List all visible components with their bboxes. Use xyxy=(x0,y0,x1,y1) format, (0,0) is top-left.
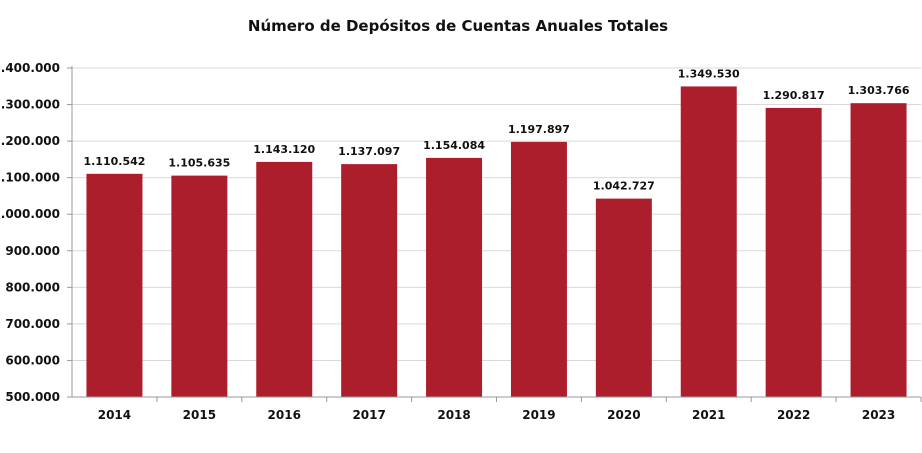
bar-2017 xyxy=(341,164,398,397)
y-tick-label: 900.000 xyxy=(5,244,60,258)
x-tick-label: 2019 xyxy=(522,408,555,422)
x-tick-label: 2014 xyxy=(98,408,131,422)
x-tick-label: 2018 xyxy=(437,408,470,422)
y-tick-label: 700.000 xyxy=(5,317,60,331)
data-label-2014: 1.110.542 xyxy=(83,155,145,168)
y-tick-label: 1.200.000 xyxy=(0,134,60,148)
bar-2015 xyxy=(171,175,228,397)
data-label-2019: 1.197.897 xyxy=(508,123,570,136)
y-tick-label: 600.000 xyxy=(5,353,60,367)
bar-2023 xyxy=(850,103,907,398)
y-tick-label: 1.000.000 xyxy=(0,207,60,221)
bar-2020 xyxy=(595,198,652,397)
data-label-2018: 1.154.084 xyxy=(423,139,485,152)
data-label-2017: 1.137.097 xyxy=(338,145,400,158)
x-tick-label: 2016 xyxy=(268,408,301,422)
x-tick-label: 2020 xyxy=(607,408,640,422)
bar-2014 xyxy=(86,173,143,397)
data-label-2021: 1.349.530 xyxy=(678,67,740,80)
y-tick-label: 1.300.000 xyxy=(0,98,60,112)
y-tick-label: 1.400.000 xyxy=(0,61,60,75)
x-tick-label: 2022 xyxy=(777,408,810,422)
data-label-2023: 1.303.766 xyxy=(848,84,910,97)
data-label-2022: 1.290.817 xyxy=(763,89,825,102)
bar-2018 xyxy=(426,157,483,397)
data-label-2016: 1.143.120 xyxy=(253,143,315,156)
data-label-2015: 1.105.635 xyxy=(168,157,230,170)
bar-2019 xyxy=(510,141,567,397)
bar-2022 xyxy=(765,107,822,398)
x-tick-label: 2017 xyxy=(352,408,385,422)
x-tick-label: 2015 xyxy=(183,408,216,422)
x-axis: 2014 2015 2016 2017 2018 2019 2020 2021 2022 2023 xyxy=(72,396,922,422)
data-label-2020: 1.042.727 xyxy=(593,180,655,193)
bar-2021 xyxy=(680,86,737,398)
bars: 1.110.542 1.105.635 1.143.120 1.137.097 1.15… xyxy=(83,67,910,398)
y-tick-label: 500.000 xyxy=(5,390,60,404)
y-tick-label: 1.100.000 xyxy=(0,171,60,185)
bar-2016 xyxy=(256,161,313,397)
y-tick-label: 800.000 xyxy=(5,280,60,294)
chart-title: Número de Depósitos de Cuentas Anuales T… xyxy=(248,17,668,35)
y-axis: 500.000 600.000 700.000 800.000 900.000 1.000… xyxy=(0,61,73,404)
x-tick-label: 2023 xyxy=(862,408,895,422)
x-tick-label: 2021 xyxy=(692,408,725,422)
